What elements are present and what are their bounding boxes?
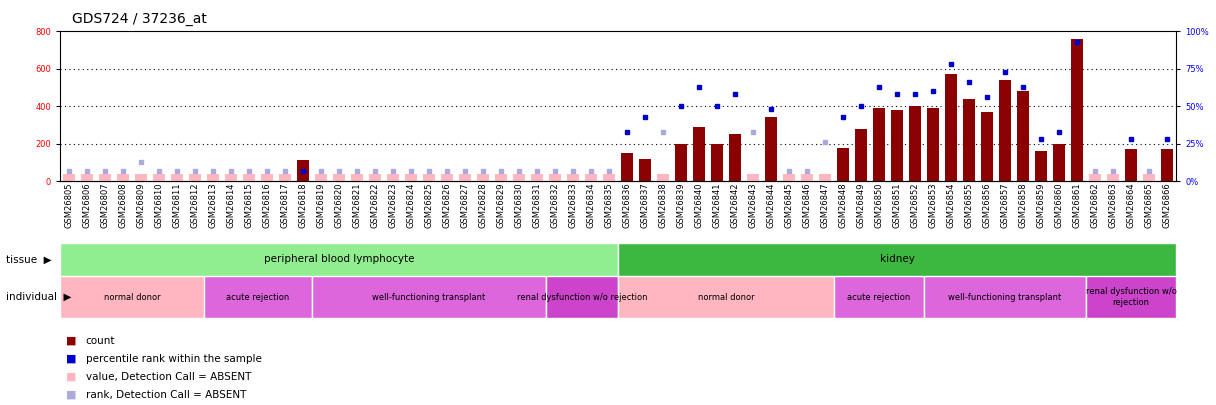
Bar xyxy=(618,276,834,318)
Bar xyxy=(225,175,237,181)
Bar xyxy=(260,175,274,181)
Bar xyxy=(908,106,922,181)
Bar xyxy=(513,175,525,181)
Bar xyxy=(963,98,975,181)
Text: well-functioning transplant: well-functioning transplant xyxy=(372,292,485,301)
Bar xyxy=(135,175,147,181)
Bar xyxy=(567,175,579,181)
Bar xyxy=(1107,175,1119,181)
Text: value, Detection Call = ABSENT: value, Detection Call = ABSENT xyxy=(85,372,250,382)
Text: ■: ■ xyxy=(66,372,77,382)
Text: peripheral blood lymphocyte: peripheral blood lymphocyte xyxy=(264,254,415,264)
Bar xyxy=(477,175,489,181)
Bar xyxy=(60,243,618,276)
Bar xyxy=(458,175,472,181)
Bar xyxy=(315,175,327,181)
Text: ■: ■ xyxy=(66,390,77,400)
Bar xyxy=(890,110,903,181)
Bar xyxy=(350,175,364,181)
Bar xyxy=(693,127,705,181)
Bar xyxy=(530,175,544,181)
Bar xyxy=(548,175,562,181)
Bar xyxy=(170,175,184,181)
Bar xyxy=(243,175,255,181)
Bar xyxy=(1053,143,1065,181)
Bar xyxy=(765,117,777,181)
Bar xyxy=(204,276,313,318)
Bar xyxy=(834,276,924,318)
Bar xyxy=(1088,175,1102,181)
Bar xyxy=(728,134,742,181)
Text: acute rejection: acute rejection xyxy=(226,292,289,301)
Bar xyxy=(1035,151,1047,181)
Bar xyxy=(297,160,309,181)
Bar xyxy=(837,148,849,181)
Bar xyxy=(63,173,75,181)
Text: count: count xyxy=(85,336,116,346)
Bar xyxy=(60,276,204,318)
Bar xyxy=(313,276,546,318)
Text: percentile rank within the sample: percentile rank within the sample xyxy=(85,354,261,364)
Bar xyxy=(423,175,435,181)
Bar xyxy=(620,153,634,181)
Text: tissue  ▶: tissue ▶ xyxy=(6,254,52,264)
Bar xyxy=(440,175,454,181)
Bar xyxy=(783,175,795,181)
Text: kidney: kidney xyxy=(879,254,914,264)
Text: rank, Detection Call = ABSENT: rank, Detection Call = ABSENT xyxy=(85,390,246,400)
Bar xyxy=(1125,149,1137,181)
Bar xyxy=(927,108,939,181)
Bar xyxy=(1161,149,1173,181)
Bar xyxy=(1071,38,1083,181)
Bar xyxy=(1086,276,1176,318)
Bar xyxy=(618,243,1176,276)
Bar xyxy=(1017,91,1029,181)
Text: acute rejection: acute rejection xyxy=(848,292,911,301)
Bar xyxy=(924,276,1086,318)
Bar xyxy=(153,175,165,181)
Bar xyxy=(1143,175,1155,181)
Bar xyxy=(117,175,129,181)
Bar xyxy=(800,175,814,181)
Bar xyxy=(675,143,687,181)
Text: individual  ▶: individual ▶ xyxy=(6,292,72,302)
Text: GDS724 / 37236_at: GDS724 / 37236_at xyxy=(72,12,207,26)
Bar xyxy=(333,175,345,181)
Text: normal donor: normal donor xyxy=(103,292,161,301)
Bar xyxy=(998,80,1012,181)
Text: ■: ■ xyxy=(66,354,77,364)
Text: renal dysfunction w/o
rejection: renal dysfunction w/o rejection xyxy=(1086,287,1176,307)
Text: renal dysfunction w/o rejection: renal dysfunction w/o rejection xyxy=(517,292,647,301)
Bar xyxy=(747,175,759,181)
Bar xyxy=(368,175,382,181)
Bar xyxy=(638,158,652,181)
Bar xyxy=(80,175,94,181)
Text: well-functioning transplant: well-functioning transplant xyxy=(948,292,1062,301)
Bar xyxy=(98,175,112,181)
Bar xyxy=(855,128,867,181)
Bar xyxy=(405,175,417,181)
Bar xyxy=(278,175,292,181)
Bar xyxy=(495,175,507,181)
Text: ■: ■ xyxy=(66,336,77,346)
Bar xyxy=(207,175,219,181)
Bar xyxy=(188,175,202,181)
Bar xyxy=(873,108,885,181)
Bar xyxy=(945,74,957,181)
Bar xyxy=(387,175,399,181)
Bar xyxy=(710,143,724,181)
Bar xyxy=(603,175,615,181)
Bar xyxy=(980,112,993,181)
Text: normal donor: normal donor xyxy=(698,292,754,301)
Bar xyxy=(546,276,618,318)
Bar xyxy=(657,175,669,181)
Bar xyxy=(818,175,832,181)
Bar xyxy=(585,175,597,181)
